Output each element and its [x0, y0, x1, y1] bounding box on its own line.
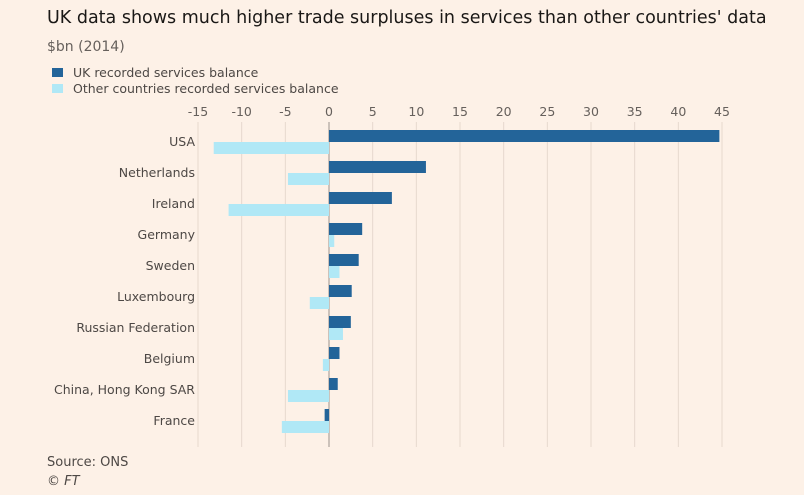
category-label: USA [169, 134, 195, 149]
bar-uk [329, 223, 363, 235]
bar-uk [329, 316, 351, 328]
legend-swatch-other [52, 83, 63, 93]
x-tick-label: -10 [231, 104, 251, 119]
category-label: France [153, 413, 195, 428]
chart-title: UK data shows much higher trade surpluse… [47, 8, 767, 28]
bar-other [213, 142, 329, 154]
bar-uk [329, 254, 359, 266]
legend-item-uk: UK recorded services balance [52, 64, 339, 80]
copyright-note: © FT [47, 474, 80, 489]
category-label: Ireland [152, 196, 195, 211]
category-label: Netherlands [119, 165, 195, 180]
x-tick-label: 25 [539, 104, 555, 119]
x-tick-label: 30 [583, 104, 599, 119]
category-label: Luxembourg [117, 289, 195, 304]
x-tick-label: 45 [714, 104, 730, 119]
category-label: Germany [138, 227, 196, 242]
x-tick-label: -15 [188, 104, 208, 119]
bar-uk [329, 130, 720, 142]
bar-uk [329, 285, 352, 297]
bar-other [309, 297, 329, 309]
bar-other [281, 421, 329, 433]
x-tick-label: 20 [496, 104, 512, 119]
bar-uk [324, 409, 329, 421]
bar-uk [329, 192, 392, 204]
bar-other [329, 266, 340, 278]
bar-other [228, 204, 329, 216]
legend-label-uk: UK recorded services balance [73, 64, 259, 80]
category-label: Russian Federation [76, 320, 195, 335]
x-tick-label: 5 [369, 104, 377, 119]
source-note: Source: ONS [47, 455, 129, 470]
x-tick-label: 15 [452, 104, 468, 119]
x-tick-label: -5 [279, 104, 291, 119]
chart-subtitle: $bn (2014) [47, 39, 125, 55]
bar-other [329, 328, 343, 340]
category-label: China, Hong Kong SAR [54, 382, 195, 397]
bar-other [287, 390, 329, 402]
bar-other [287, 173, 329, 185]
bar-uk [329, 378, 338, 390]
x-tick-label: 0 [325, 104, 333, 119]
category-label: Sweden [146, 258, 195, 273]
x-tick-label: 10 [408, 104, 424, 119]
x-tick-label: 35 [627, 104, 643, 119]
bar-uk [329, 347, 340, 359]
bar-uk [329, 161, 426, 173]
legend-swatch-uk [52, 67, 63, 77]
bar-other [329, 235, 335, 247]
legend: UK recorded services balance Other count… [52, 64, 339, 96]
x-tick-label: 40 [670, 104, 686, 119]
legend-item-other: Other countries recorded services balanc… [52, 80, 339, 96]
legend-label-other: Other countries recorded services balanc… [73, 80, 339, 96]
category-label: Belgium [144, 351, 195, 366]
bar-other [322, 359, 329, 371]
